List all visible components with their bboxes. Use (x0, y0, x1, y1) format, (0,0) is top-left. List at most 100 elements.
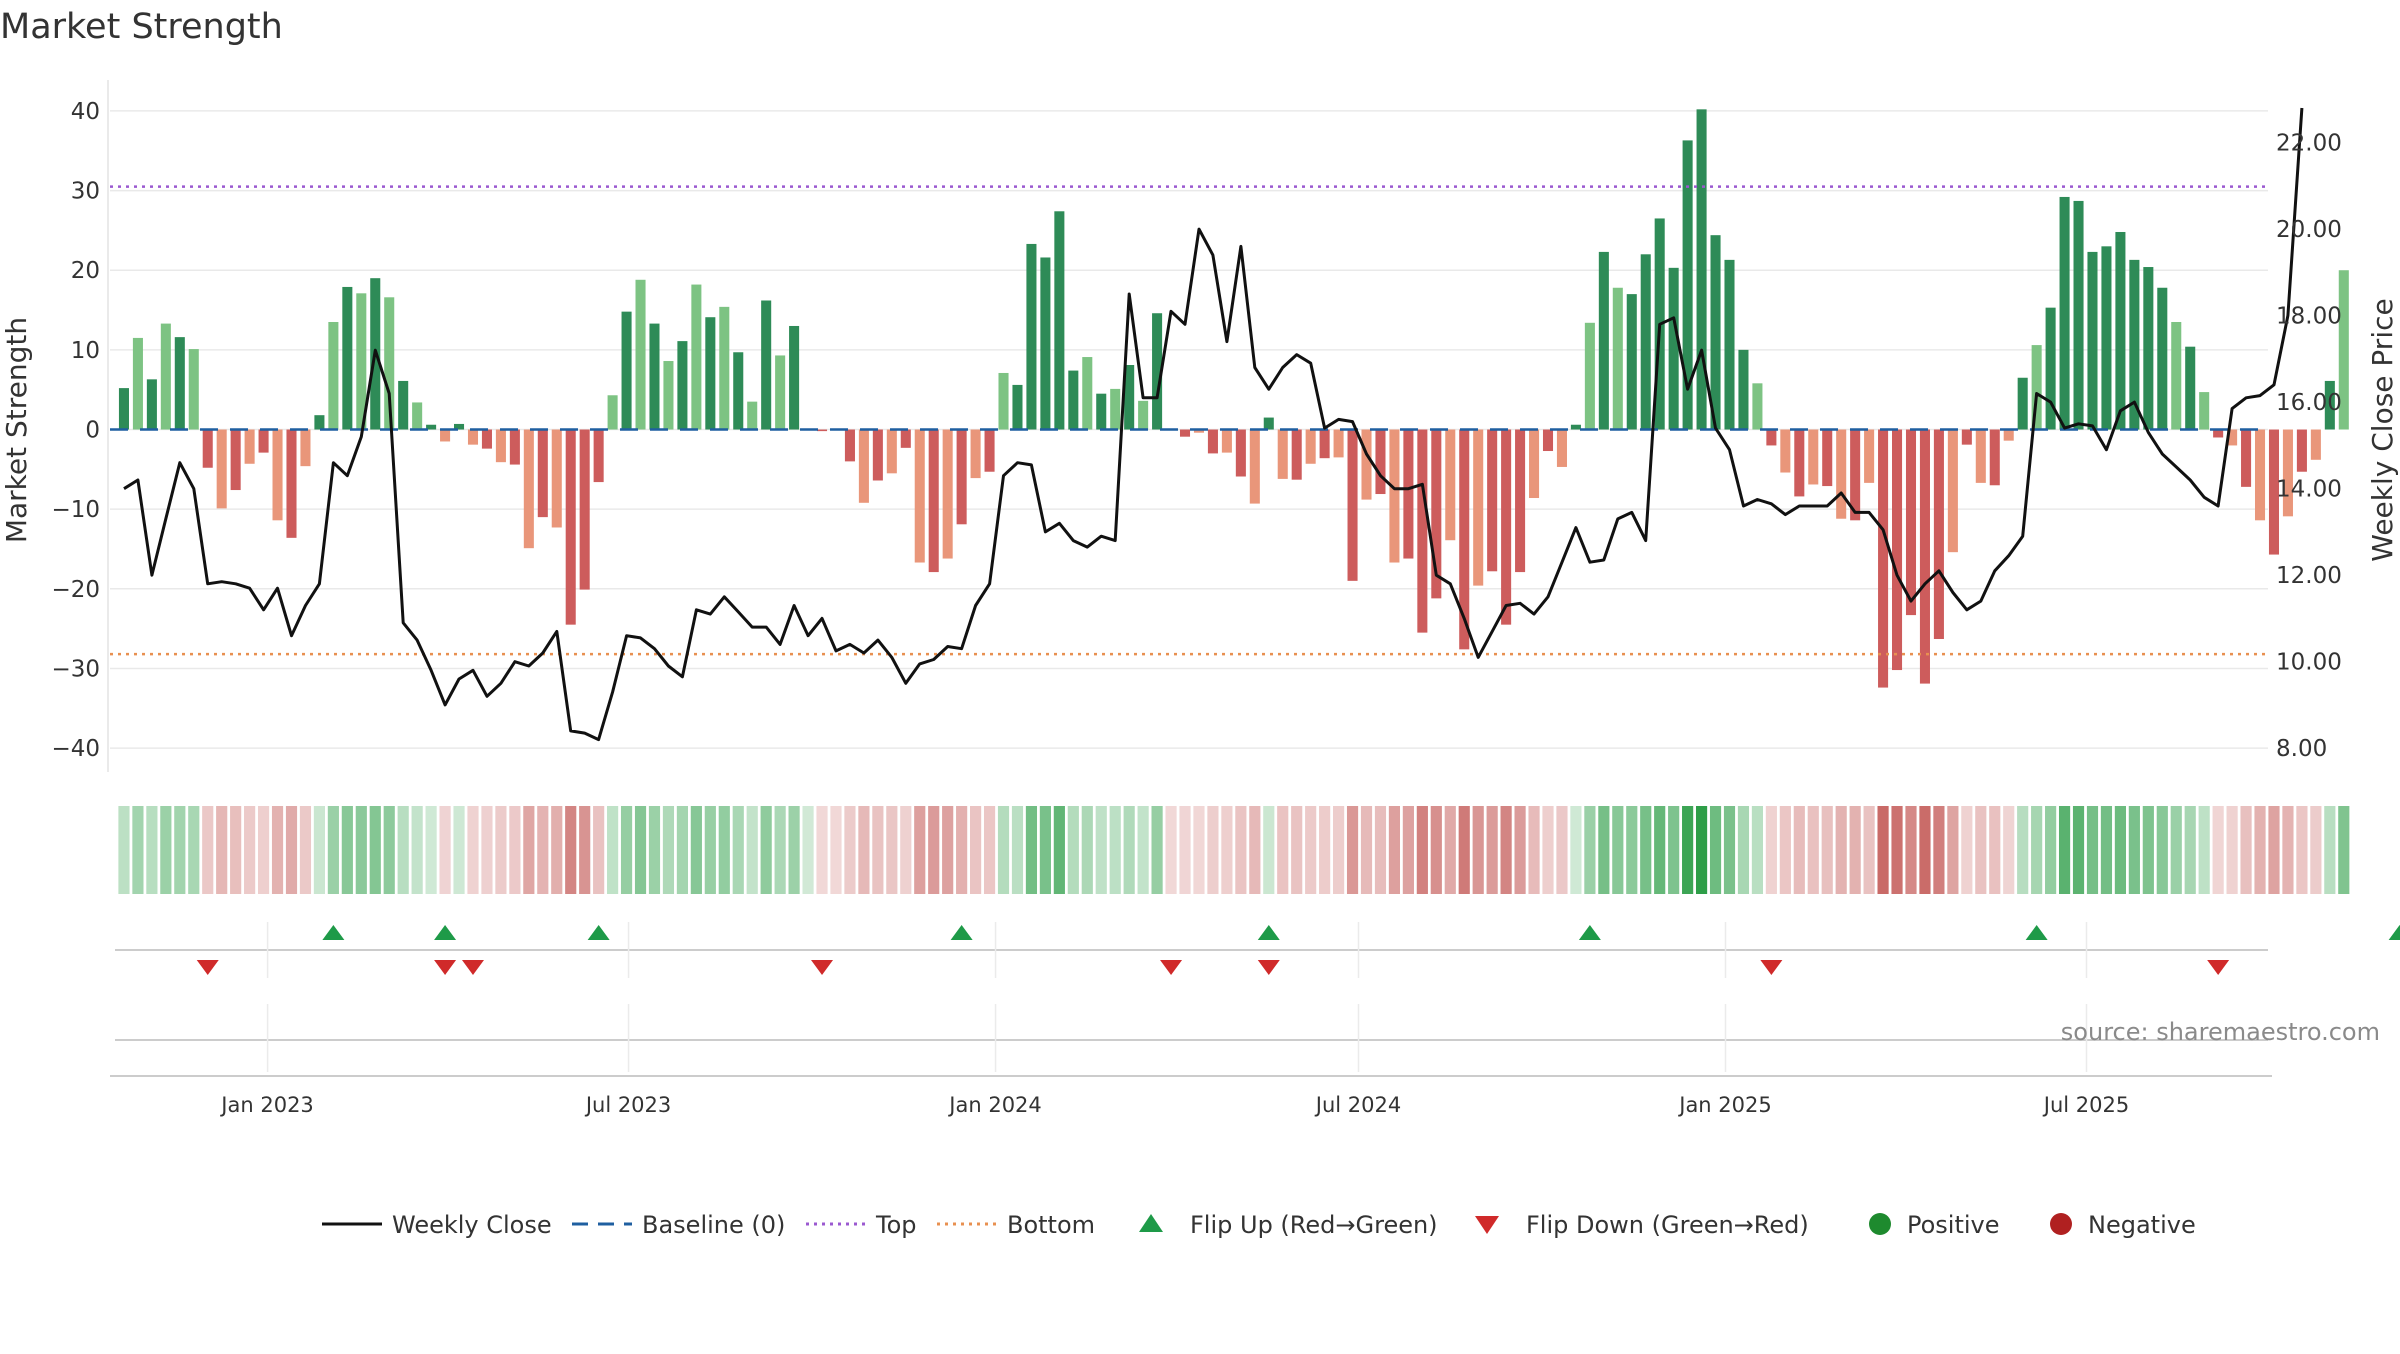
heat-cell (1109, 806, 1121, 894)
heat-cell (1709, 806, 1722, 894)
heat-cell (648, 806, 661, 894)
heat-cell (327, 806, 339, 894)
date-axis: Jan 2023 Jul 2023 Jan 2024 Jul 2024 Jan 2025… (219, 1093, 2129, 1117)
flip-down-icon (1760, 960, 1783, 975)
strength-bar (1473, 429, 1484, 586)
heat-cell (551, 806, 563, 894)
strength-bar (1542, 429, 1554, 452)
heat-cell (1919, 806, 1931, 894)
weekly-close-series (123, 107, 2304, 742)
flip-down-icon (434, 960, 457, 975)
strength-bar (1221, 429, 1232, 453)
heat-cell (704, 806, 716, 894)
heat-cell (620, 806, 633, 894)
heat-cell (1500, 806, 1512, 894)
strength-bar (467, 429, 479, 445)
heat-cell (914, 806, 926, 894)
strength-bar (2241, 429, 2252, 487)
strength-bar (816, 429, 828, 432)
strength-bar (1892, 429, 1903, 671)
heat-cell (593, 806, 605, 894)
heat-cell (2142, 806, 2154, 894)
strength-bar (2115, 231, 2126, 430)
heat-cell (1193, 806, 1205, 894)
heat-cell (146, 806, 158, 894)
strength-bar (1682, 140, 1693, 430)
flip-up-icon (1578, 925, 1601, 940)
heat-cell (956, 806, 968, 894)
heat-cell (565, 806, 577, 894)
strength-bar (1026, 243, 1037, 430)
heat-cell (1807, 806, 1819, 894)
right-y-tick-label: 18.00 (2276, 304, 2342, 330)
heat-cell (1458, 806, 1470, 894)
heat-cell (1053, 806, 1065, 894)
right-y-tick-label: 12.00 (2276, 563, 2342, 589)
strength-bar (1515, 429, 1526, 573)
heat-cell (774, 806, 786, 894)
strength-bar (1333, 429, 1344, 458)
flip-signal-panel (110, 922, 2400, 1077)
flip-up-icon (1257, 925, 1280, 940)
right-y-axis: 22.00 20.00 18.00 16.00 14.00 12.00 10.00 8.00 (2276, 131, 2342, 763)
heat-cell (746, 806, 758, 894)
heat-cell (676, 806, 688, 894)
left-y-tick-label: −30 (51, 656, 100, 682)
strength-bar (1361, 429, 1372, 500)
strength-bar (900, 429, 911, 448)
heat-cell (1249, 806, 1261, 894)
strength-bar (2296, 429, 2307, 472)
strength-bar (1919, 429, 1930, 684)
strength-bar (872, 429, 883, 481)
heat-cell (1612, 806, 1624, 894)
heat-cell (1416, 806, 1428, 894)
strength-bar (1640, 254, 1651, 430)
heat-cell (1542, 806, 1554, 894)
strength-bar (2213, 429, 2224, 438)
heat-cell (1598, 806, 1610, 894)
heat-cell (2268, 806, 2280, 894)
heat-cell (1165, 806, 1177, 894)
strength-bar (118, 388, 129, 430)
strength-bar (174, 337, 185, 430)
heat-cell (537, 806, 549, 894)
source-credit: source: sharemaestro.com (2061, 1018, 2380, 1046)
strength-bar (2324, 380, 2335, 430)
strength-bar (328, 321, 339, 430)
flip-down-icon (1160, 960, 1183, 975)
strength-bar (1808, 429, 1819, 485)
right-y-tick-label: 10.00 (2276, 650, 2342, 676)
strength-bar (551, 429, 562, 528)
heat-cell (188, 806, 200, 894)
strength-bar (2073, 200, 2084, 430)
strength-bar (844, 429, 855, 462)
strength-bar (1096, 393, 1107, 430)
heat-cell (1095, 806, 1107, 894)
heat-cell (1891, 806, 1903, 894)
heat-cell (425, 806, 437, 894)
strength-bar (160, 323, 171, 430)
heat-cell (1975, 806, 1987, 894)
heat-cell (1751, 806, 1764, 894)
heat-cell (2254, 806, 2266, 894)
heat-cell (271, 806, 284, 894)
flip-down-icon (1257, 960, 1280, 975)
strength-bar (565, 429, 576, 625)
legend-label: Positive (1907, 1211, 2000, 1239)
x-tick-label: Jul 2025 (2042, 1093, 2129, 1117)
strength-bar (1933, 429, 1944, 639)
heat-cell (607, 806, 619, 894)
heat-cell (2017, 806, 2029, 894)
left-y-tick-label: 0 (85, 418, 100, 444)
strength-bar (523, 429, 534, 549)
heat-cell (2003, 806, 2015, 894)
heat-cell (411, 806, 423, 894)
heat-cell (439, 806, 451, 894)
heat-cell (2324, 806, 2336, 894)
heat-cell (244, 806, 256, 894)
legend-label: Bottom (1007, 1211, 1095, 1239)
strength-bar (733, 352, 744, 430)
strength-bar (1235, 429, 1246, 477)
heat-cell (900, 806, 912, 894)
flip-down-icon (811, 960, 834, 975)
